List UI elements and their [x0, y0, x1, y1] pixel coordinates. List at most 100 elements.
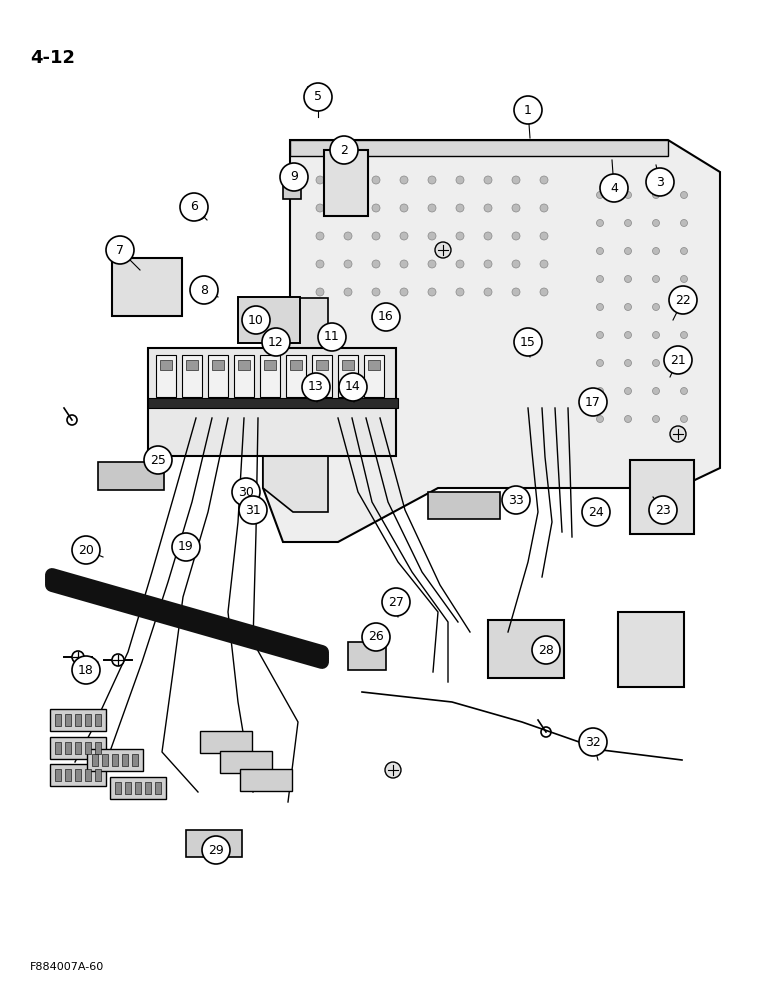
Text: 14: 14: [345, 380, 361, 393]
Bar: [348, 642, 386, 670]
Bar: [148, 398, 398, 408]
Circle shape: [372, 303, 400, 331]
Circle shape: [597, 332, 604, 338]
Circle shape: [400, 232, 408, 240]
Circle shape: [600, 174, 628, 202]
Circle shape: [344, 176, 352, 184]
Text: F884007A-60: F884007A-60: [30, 962, 104, 972]
Circle shape: [372, 260, 380, 268]
Circle shape: [625, 332, 631, 338]
Circle shape: [372, 288, 380, 296]
Polygon shape: [263, 140, 720, 542]
Text: 8: 8: [200, 284, 208, 296]
Circle shape: [435, 242, 451, 258]
Bar: [238, 297, 300, 343]
Circle shape: [339, 373, 367, 401]
Bar: [324, 150, 368, 216]
Bar: [342, 360, 354, 370]
Text: 19: 19: [178, 540, 194, 554]
Circle shape: [456, 288, 464, 296]
Bar: [92, 754, 98, 766]
Circle shape: [344, 288, 352, 296]
Circle shape: [512, 232, 520, 240]
Text: 4-12: 4-12: [30, 49, 75, 67]
Circle shape: [400, 176, 408, 184]
Circle shape: [112, 654, 124, 666]
Text: 9: 9: [290, 170, 298, 184]
Circle shape: [316, 176, 324, 184]
Bar: [186, 830, 242, 857]
Text: 26: 26: [368, 631, 384, 644]
Bar: [283, 177, 301, 199]
Circle shape: [190, 276, 218, 304]
Bar: [264, 360, 276, 370]
Text: 33: 33: [508, 493, 524, 506]
Circle shape: [540, 260, 548, 268]
Text: 3: 3: [656, 176, 664, 188]
Text: 15: 15: [520, 336, 536, 349]
Circle shape: [652, 220, 659, 227]
Circle shape: [652, 275, 659, 282]
Text: 23: 23: [655, 504, 671, 516]
Circle shape: [669, 286, 697, 314]
Bar: [428, 492, 500, 519]
Bar: [50, 737, 106, 759]
Bar: [95, 714, 101, 726]
Text: 29: 29: [208, 844, 224, 856]
Bar: [65, 714, 71, 726]
Circle shape: [242, 306, 270, 334]
Circle shape: [372, 176, 380, 184]
Circle shape: [649, 496, 677, 524]
Bar: [368, 360, 380, 370]
Circle shape: [540, 176, 548, 184]
Circle shape: [484, 176, 492, 184]
Circle shape: [428, 288, 436, 296]
Bar: [145, 782, 151, 794]
Circle shape: [72, 536, 100, 564]
Circle shape: [456, 260, 464, 268]
Text: 22: 22: [676, 294, 691, 306]
Circle shape: [680, 360, 688, 366]
Bar: [112, 754, 118, 766]
Text: 7: 7: [116, 243, 124, 256]
Text: 25: 25: [150, 454, 166, 466]
Circle shape: [400, 288, 408, 296]
Circle shape: [625, 387, 631, 394]
Circle shape: [372, 204, 380, 212]
Circle shape: [344, 204, 352, 212]
Circle shape: [680, 304, 688, 310]
Bar: [155, 782, 161, 794]
Bar: [65, 742, 71, 754]
Circle shape: [428, 176, 436, 184]
Bar: [55, 714, 61, 726]
Circle shape: [280, 163, 308, 191]
Circle shape: [597, 304, 604, 310]
Circle shape: [400, 260, 408, 268]
Text: 2: 2: [340, 143, 348, 156]
Bar: [312, 355, 332, 397]
Circle shape: [239, 496, 267, 524]
Circle shape: [484, 260, 492, 268]
Circle shape: [540, 232, 548, 240]
Bar: [50, 764, 106, 786]
Bar: [122, 754, 128, 766]
Circle shape: [625, 360, 631, 366]
Circle shape: [540, 204, 548, 212]
Bar: [75, 769, 81, 781]
Circle shape: [512, 176, 520, 184]
Circle shape: [540, 288, 548, 296]
Bar: [338, 355, 358, 397]
Circle shape: [597, 387, 604, 394]
Bar: [364, 355, 384, 397]
Circle shape: [680, 387, 688, 394]
Circle shape: [144, 446, 172, 474]
Circle shape: [680, 416, 688, 422]
Circle shape: [625, 416, 631, 422]
Bar: [55, 769, 61, 781]
Circle shape: [400, 204, 408, 212]
Text: 21: 21: [670, 354, 686, 366]
Bar: [286, 355, 306, 397]
Circle shape: [344, 260, 352, 268]
Bar: [240, 769, 292, 791]
Circle shape: [512, 260, 520, 268]
